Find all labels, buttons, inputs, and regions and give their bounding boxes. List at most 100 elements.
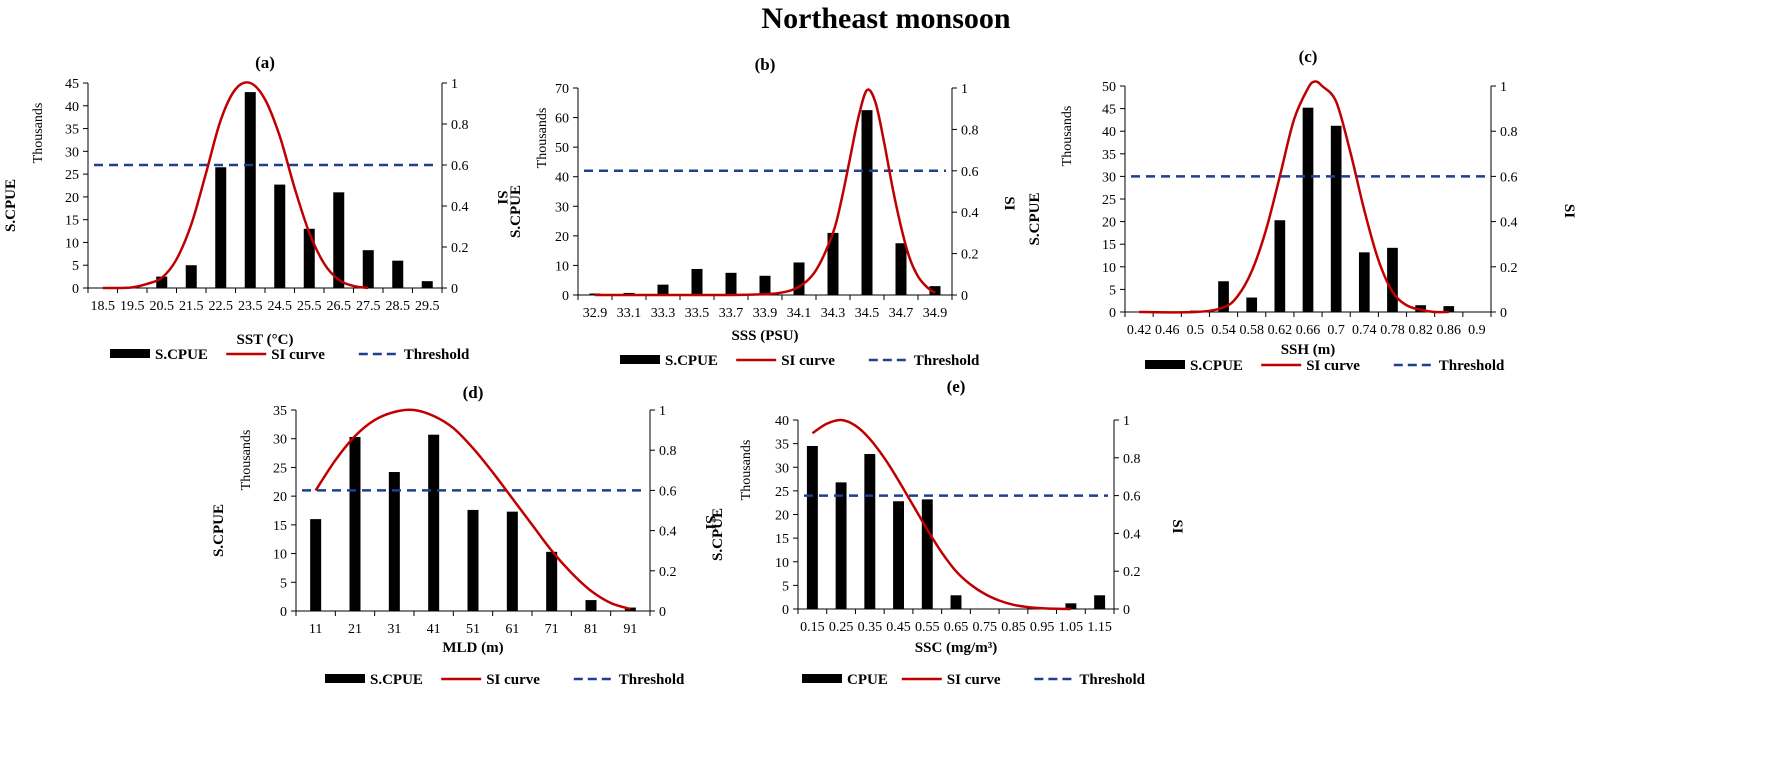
bar (1246, 297, 1258, 312)
bar (864, 454, 876, 609)
bar (274, 184, 286, 288)
y-tick-label: 0 (1109, 306, 1116, 321)
y-tick-label: 5 (280, 576, 287, 591)
x-tick-label: 91 (623, 622, 637, 637)
y-tick-label: 15 (775, 532, 789, 547)
bar (349, 436, 361, 611)
x-axis-label: SST (°C) (237, 332, 294, 348)
x-tick-label: 51 (466, 622, 480, 637)
si-curve (314, 408, 631, 611)
bar (310, 519, 322, 611)
bar (421, 281, 433, 288)
x-tick-label: 0.58 (1239, 323, 1264, 338)
x-tick-label: 34.1 (787, 306, 812, 321)
legend-label: SI curve (271, 347, 325, 363)
bar (392, 260, 404, 288)
bar (657, 284, 669, 295)
y2-tick-label: 1 (1500, 80, 1507, 95)
x-tick-label: 32.9 (583, 306, 608, 321)
x-tick-label: 26.5 (327, 299, 352, 314)
legend-label: SI curve (947, 672, 1001, 688)
panel-title: (a) (255, 53, 275, 72)
panel-title: (b) (755, 55, 776, 74)
legend-label: S.CPUE (370, 672, 423, 688)
bar (362, 250, 374, 288)
bar (467, 509, 479, 611)
x-tick-label: 0.25 (829, 620, 854, 635)
bar (691, 268, 703, 295)
x-tick-label: 19.5 (120, 299, 145, 314)
y-tick-label: 20 (555, 230, 569, 245)
x-tick-label: 0.75 (972, 620, 997, 635)
y-tick-label: 20 (273, 490, 287, 505)
y-tick-label: 30 (775, 461, 789, 476)
y-tick-label: 40 (65, 100, 79, 115)
x-tick-label: 20.5 (150, 299, 175, 314)
y2-tick-label: 0.6 (659, 484, 677, 499)
figure-title: Northeast monsoon (761, 2, 1011, 35)
bar (1387, 247, 1398, 312)
y-tick-label: 50 (1102, 80, 1116, 95)
bar (303, 228, 315, 288)
bar (893, 501, 905, 609)
x-tick-label: 0.5 (1187, 323, 1205, 338)
y-tick-label: 25 (65, 168, 79, 183)
y2-tick-label: 0.4 (659, 525, 677, 540)
y-tick-label: 35 (65, 123, 79, 138)
y2-tick-label: 1 (1123, 414, 1130, 429)
y-tick-label: 15 (1102, 238, 1116, 253)
bar (624, 607, 636, 611)
si-curve (102, 81, 369, 290)
chart-panel-b: (b) 0 10 20 30 40 50 60 70 0 0.2 0.4 0.6 0.8 1 32.9 33.1… (508, 55, 1017, 369)
legend-label: Threshold (619, 672, 685, 688)
y-axis-label: S.CPUE (1027, 193, 1043, 246)
x-tick-label: 0.65 (944, 620, 969, 635)
y2-tick-label: 0.6 (961, 165, 979, 180)
y2-tick-label: 0.8 (659, 444, 677, 459)
x-tick-label: 23.5 (238, 299, 263, 314)
panel-title: (c) (1299, 47, 1318, 66)
x-tick-label: 33.3 (651, 306, 676, 321)
y-tick-label: 35 (775, 438, 789, 453)
y-tick-label: 20 (1102, 216, 1116, 231)
bar (759, 275, 771, 295)
y2-tick-label: 1 (451, 77, 458, 92)
x-tick-label: 34.9 (923, 306, 948, 321)
y2-tick-label: 0.6 (1500, 170, 1518, 185)
y2-tick-label: 0.4 (1123, 527, 1141, 542)
legend-swatch-bar (1145, 360, 1185, 369)
legend-label: Threshold (1439, 358, 1505, 374)
x-tick-label: 0.95 (1030, 620, 1055, 635)
y-tick-label: 10 (1102, 261, 1116, 276)
x-tick-label: 34.7 (889, 306, 914, 321)
bar (156, 276, 168, 288)
bar (1065, 603, 1077, 609)
x-axis-label: MLD (m) (442, 640, 503, 656)
panel-title: (d) (463, 383, 484, 402)
y-unit-label: Thousands (1060, 106, 1075, 167)
bar (895, 243, 907, 295)
x-tick-label: 0.86 (1437, 323, 1462, 338)
legend-label: SI curve (1306, 358, 1360, 374)
chart-panel-c: (c) 0 5 10 15 20 25 30 35 40 45 50 0 0.2 0.4 0.6 0.8 1 0.4… (1027, 47, 1577, 374)
y2-tick-label: 0.2 (1123, 565, 1141, 580)
y2-tick-label: 0.6 (451, 159, 469, 174)
x-tick-label: 11 (309, 622, 322, 637)
y-axis-label: S.CPUE (211, 504, 227, 557)
bar (546, 551, 558, 611)
x-tick-label: 0.35 (858, 620, 883, 635)
y-tick-label: 60 (555, 112, 569, 127)
x-tick-label: 0.45 (886, 620, 911, 635)
x-tick-label: 1.15 (1087, 620, 1112, 635)
y-tick-label: 35 (1102, 148, 1116, 163)
chart-panel-e: (e) 0 5 10 15 20 25 30 35 40 0 0.2 0.4 0.6 0.8 1 0.15 0.2… (710, 377, 1185, 688)
y2-tick-label: 0.4 (961, 206, 979, 221)
legend-label: Threshold (1079, 672, 1145, 688)
y2-tick-label: 0.4 (1500, 216, 1518, 231)
x-axis-label: SSH (m) (1281, 342, 1336, 358)
legend-swatch-bar (110, 349, 150, 358)
x-tick-label: 25.5 (297, 299, 322, 314)
bar (215, 167, 227, 288)
x-tick-label: 29.5 (415, 299, 440, 314)
bar (1330, 125, 1342, 312)
